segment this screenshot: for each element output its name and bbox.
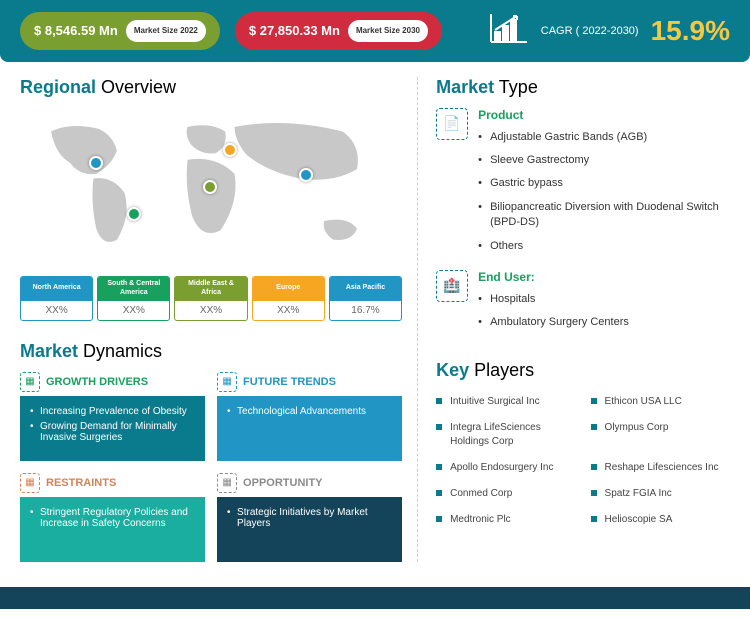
market-type-item: Gastric bypass (478, 172, 730, 195)
dynamics-body: Increasing Prevalence of ObesityGrowing … (20, 396, 205, 461)
regional-title: Regional Overview (20, 77, 402, 98)
dynamics-card: ▦ GROWTH DRIVERS Increasing Prevalence of … (20, 372, 205, 461)
key-player-item: Spatz FGIA Inc (591, 483, 730, 505)
cagr-value: 15.9% (651, 15, 730, 47)
dynamics-body: Strategic Initiatives by Market Players (217, 497, 402, 562)
map-marker (127, 207, 141, 221)
key-player-item: Helioscopie SA (591, 509, 730, 531)
key-player-item: Intuitive Surgical Inc (436, 391, 575, 413)
region-box: South & Central AmericaXX% (97, 276, 170, 321)
market-type-icon: 📄 (436, 108, 468, 140)
left-column: Regional Overview North AmericaXX%South … (20, 77, 402, 562)
region-name: Europe (253, 277, 324, 301)
region-box: North AmericaXX% (20, 276, 93, 321)
key-players: Key Players Intuitive Surgical Inc Ethico… (436, 360, 730, 531)
region-boxes: North AmericaXX%South & Central AmericaX… (20, 276, 402, 321)
market-type-item: Sleeve Gastrectomy (478, 149, 730, 172)
key-player-item: Conmed Corp (436, 483, 575, 505)
market-type-icon: 🏥 (436, 270, 468, 302)
market-type-item: Ambulatory Surgery Centers (478, 311, 730, 334)
dynamics-item: Technological Advancements (227, 404, 392, 419)
market-type-item: Hospitals (478, 288, 730, 311)
key-players-title: Key Players (436, 360, 730, 381)
dynamics-icon: ▦ (217, 473, 237, 493)
pill1-value: $ 8,546.59 Mn (34, 23, 118, 38)
key-player-item: Integra LifeSciences Holdings Corp (436, 417, 575, 453)
dynamics-card-title: OPPORTUNITY (243, 477, 322, 489)
market-size-2022-pill: $ 8,546.59 Mn Market Size 2022 (20, 12, 220, 50)
region-value: XX% (98, 301, 169, 320)
dynamics-item: Stringent Regulatory Policies and Increa… (30, 505, 195, 531)
map-marker (89, 156, 103, 170)
dynamics-item: Strategic Initiatives by Market Players (227, 505, 392, 531)
footer-bar (0, 587, 750, 609)
region-name: North America (21, 277, 92, 301)
market-type-item: Others (478, 235, 730, 258)
world-map (20, 108, 402, 268)
dynamics-card-title: GROWTH DRIVERS (46, 376, 148, 388)
dynamics-card: ▦ FUTURE TRENDS Technological Advancements (217, 372, 402, 461)
key-player-item: Ethicon USA LLC (591, 391, 730, 413)
dynamics-icon: ▦ (20, 473, 40, 493)
region-value: XX% (175, 301, 246, 320)
dynamics-card-title: RESTRAINTS (46, 477, 116, 489)
region-box: EuropeXX% (252, 276, 325, 321)
market-type-subtitle: End User: (478, 270, 730, 284)
region-box: Asia Pacific16.7% (329, 276, 402, 321)
dynamics-icon: ▦ (20, 372, 40, 392)
region-name: Asia Pacific (330, 277, 401, 301)
dynamics-title: Market Dynamics (20, 341, 402, 362)
market-dynamics: Market Dynamics ▦ GROWTH DRIVERS Increasin… (20, 341, 402, 562)
main-content: Regional Overview North AmericaXX%South … (0, 62, 750, 577)
market-type-group: 📄 Product Adjustable Gastric Bands (AGB)Sl… (436, 108, 730, 258)
market-type-subtitle: Product (478, 108, 730, 122)
dynamics-body: Stringent Regulatory Policies and Increa… (20, 497, 205, 562)
key-player-item: Olympus Corp (591, 417, 730, 453)
dynamics-icon: ▦ (217, 372, 237, 392)
pill2-value: $ 27,850.33 Mn (249, 23, 340, 38)
key-player-item: Apollo Endosurgery Inc (436, 457, 575, 479)
pill1-label: Market Size 2022 (126, 20, 206, 42)
map-marker (203, 180, 217, 194)
region-value: 16.7% (330, 301, 401, 320)
region-value: XX% (21, 301, 92, 320)
right-column: Market Type 📄 Product Adjustable Gastric B… (417, 77, 730, 562)
market-size-2030-pill: $ 27,850.33 Mn Market Size 2030 (235, 12, 442, 50)
cagr-section: CAGR ( 2022-2030) 15.9% (489, 12, 730, 49)
header-bar: $ 8,546.59 Mn Market Size 2022 $ 27,850.… (0, 0, 750, 62)
dynamics-item: Growing Demand for Minimally Invasive Su… (30, 419, 195, 445)
region-box: Middle East & AfricaXX% (174, 276, 247, 321)
key-player-item: Reshape Lifesciences Inc (591, 457, 730, 479)
market-type-title: Market Type (436, 77, 730, 98)
region-name: Middle East & Africa (175, 277, 246, 301)
dynamics-card: ▦ RESTRAINTS Stringent Regulatory Policies… (20, 473, 205, 562)
market-type-item: Adjustable Gastric Bands (AGB) (478, 126, 730, 149)
market-type-item: Biliopancreatic Diversion with Duodenal … (478, 196, 730, 235)
region-value: XX% (253, 301, 324, 320)
cagr-label: CAGR ( 2022-2030) (541, 25, 639, 37)
map-marker (223, 143, 237, 157)
dynamics-card: ▦ OPPORTUNITY Strategic Initiatives by Mar… (217, 473, 402, 562)
dynamics-body: Technological Advancements (217, 396, 402, 461)
dynamics-card-title: FUTURE TRENDS (243, 376, 336, 388)
region-name: South & Central America (98, 277, 169, 301)
dynamics-item: Increasing Prevalence of Obesity (30, 404, 195, 419)
key-player-item: Medtronic Plc (436, 509, 575, 531)
pill2-label: Market Size 2030 (348, 20, 428, 42)
market-type-group: 🏥 End User: HospitalsAmbulatory Surgery Ce… (436, 270, 730, 335)
growth-chart-icon (489, 12, 529, 49)
